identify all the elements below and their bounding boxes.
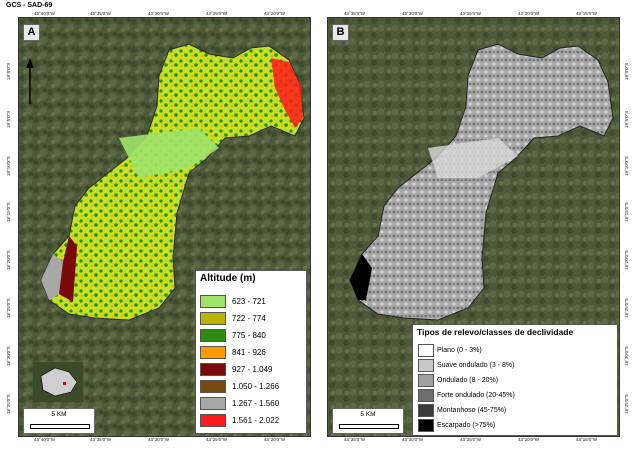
legend-swatch (200, 397, 226, 410)
tick-bot-b-4: 43°20'0"W (518, 437, 540, 442)
tick-side-5: 18°20'0"S (6, 250, 11, 270)
tick-top-b-3: 43°25'0"W (460, 11, 482, 16)
panel-b-label: B (332, 24, 349, 41)
legend-row: Ondulado (8 - 20%) (418, 373, 498, 387)
legend-row: Suave ondulado (3 - 8%) (418, 358, 514, 372)
tick-side-r-4: 18°15'0"S (624, 202, 629, 222)
legend-swatch (200, 329, 226, 342)
tick-side-4: 18°15'0"S (6, 202, 11, 222)
tick-side-8: 18°35'0"S (6, 394, 11, 414)
north-arrow-icon (26, 58, 34, 104)
tick-bot-a-5: 43°20'0"W (264, 437, 286, 442)
legend-swatch (418, 403, 434, 417)
legend-swatch (200, 414, 226, 427)
legend-swatch (418, 418, 434, 432)
legend-swatch (418, 358, 434, 372)
map-panel-altitude: A 5 KM Altitude (m) 623 - 721 722 - 774 … (18, 17, 311, 437)
legend-swatch (200, 346, 226, 359)
slope-legend: Tipos de relevo/classes de declividade P… (412, 324, 618, 436)
legend-row: 623 - 721 (200, 295, 266, 308)
tick-top-b-5: 43°15'0"W (576, 11, 598, 16)
legend-swatch (418, 343, 434, 357)
slope-legend-title: Tipos de relevo/classes de declividade (417, 327, 574, 337)
tick-bot-b-3: 43°25'0"W (460, 437, 482, 442)
legend-swatch (200, 295, 226, 308)
tick-side-r-5: 18°20'0"S (624, 250, 629, 270)
legend-row: 722 - 774 (200, 312, 266, 325)
altitude-legend: Altitude (m) 623 - 721 722 - 774 775 - 8… (195, 270, 307, 434)
legend-row: 1.050 - 1.266 (200, 380, 279, 393)
tick-top-a-5: 43°20'0"W (264, 11, 286, 16)
legend-row: Escarpado (>75%) (418, 418, 495, 432)
tick-side-r-2: 18°5'0"S (624, 110, 629, 128)
high-altitude-zone (271, 58, 303, 128)
tick-top-b-4: 43°20'0"W (518, 11, 540, 16)
map-panel-slope: B 5 KM Tipos de relevo/classes de decliv… (327, 17, 620, 437)
tick-top-a-3: 43°30'0"W (148, 11, 170, 16)
tick-top-b-2: 43°30'0"W (402, 11, 424, 16)
watershed-altitude-shape (40, 43, 305, 321)
tick-side-r-7: 18°30'0"S (624, 346, 629, 366)
tick-side-r-6: 18°25'0"S (624, 298, 629, 318)
scale-bar-a: 5 KM (23, 408, 95, 434)
legend-row: 927 - 1.049 (200, 363, 272, 376)
tick-top-b-1: 43°35'0"W (344, 11, 366, 16)
tick-bot-b-5: 43°15'0"W (576, 437, 598, 442)
tick-side-3: 18°10'0"S (6, 156, 11, 176)
tick-bot-b-2: 43°30'0"W (402, 437, 424, 442)
altitude-legend-title: Altitude (m) (200, 273, 256, 284)
legend-row: Montanhoso (45-75%) (418, 403, 506, 417)
tick-bot-a-1: 43°40'0"W (34, 437, 56, 442)
legend-swatch (418, 388, 434, 402)
tick-side-1: 18°0'0"S (6, 62, 11, 80)
tick-top-a-1: 43°40'0"W (34, 11, 56, 16)
legend-swatch (418, 373, 434, 387)
watershed-slope-shape (349, 43, 614, 321)
tick-bot-a-3: 43°30'0"W (148, 437, 170, 442)
tick-bot-a-2: 43°35'0"W (90, 437, 112, 442)
locator-map-icon (33, 362, 83, 402)
tick-bot-a-4: 43°25'0"W (206, 437, 228, 442)
tick-side-r-3: 18°10'0"S (624, 156, 629, 176)
mid-high-altitude-zone (59, 236, 77, 302)
legend-swatch (200, 380, 226, 393)
tick-side-2: 18°5'0"S (6, 110, 11, 128)
low-altitude-zone (119, 128, 219, 178)
tick-top-a-4: 43°25'0"W (206, 11, 228, 16)
tick-side-r-1: 18°0'0"S (624, 62, 629, 80)
tick-side-r-8: 18°35'0"S (624, 394, 629, 414)
legend-swatch (200, 363, 226, 376)
legend-row: Forte ondulado (20-45%) (418, 388, 515, 402)
tick-side-7: 18°30'0"S (6, 346, 11, 366)
rock-altitude-zone (41, 254, 63, 300)
panel-a-label: A (23, 24, 40, 41)
crs-label: GCS - SAD-69 (6, 2, 53, 9)
tick-side-6: 18°25'0"S (6, 298, 11, 318)
legend-row: 841 - 926 (200, 346, 266, 359)
legend-row: 1.267 - 1.560 (200, 397, 279, 410)
scale-bar-b: 5 KM (332, 408, 404, 434)
legend-swatch (200, 312, 226, 325)
escarpment-zone (350, 254, 372, 300)
tick-top-a-2: 43°35'0"W (90, 11, 112, 16)
legend-row: 775 - 840 (200, 329, 266, 342)
legend-row: 1.561 - 2.022 (200, 414, 279, 427)
tick-bot-b-1: 43°35'0"W (344, 437, 366, 442)
legend-row: Plano (0 - 3%) (418, 343, 482, 357)
gentle-slope-zone (428, 138, 518, 178)
